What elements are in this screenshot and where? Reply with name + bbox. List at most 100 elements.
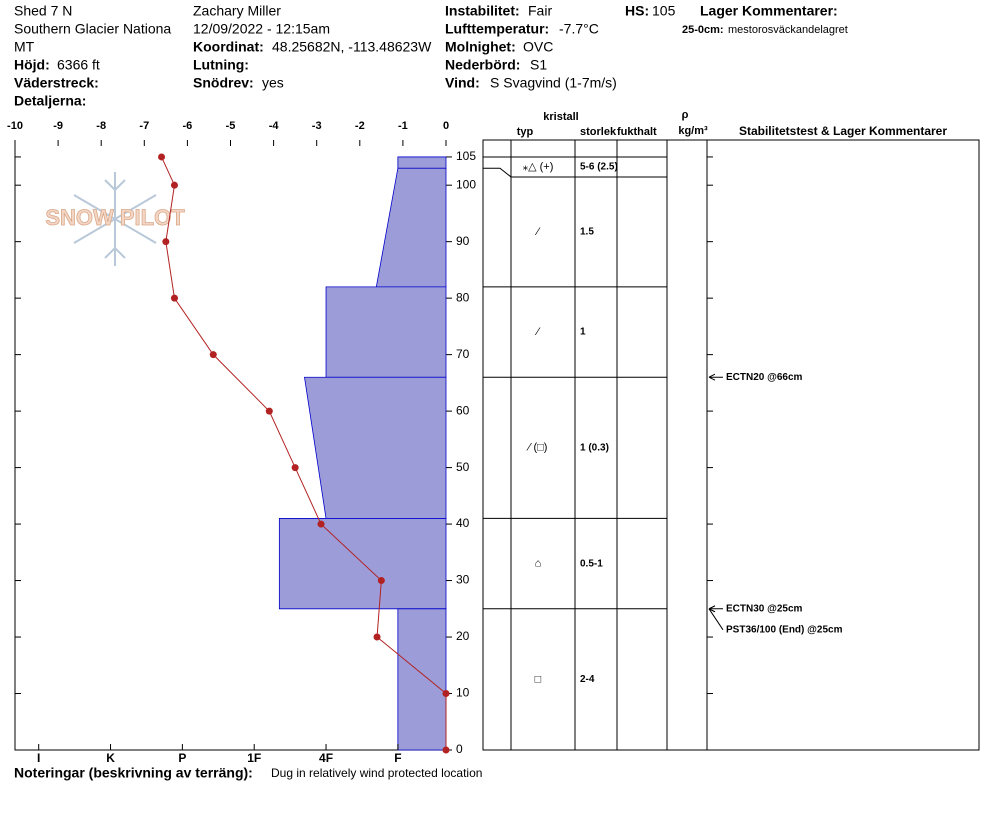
field-label: Nederbörd: <box>445 57 520 73</box>
layer-comment: mestorosväckandelagret <box>728 24 848 36</box>
y-tick-label: 100 <box>456 177 476 191</box>
test-label: ECTN30 @25cm <box>726 603 803 614</box>
header-size: storlek <box>580 126 617 138</box>
logo-text: SNOW PILOT <box>45 205 185 230</box>
hardness-bar <box>397 156 447 169</box>
field-label: Väderstreck: <box>14 75 99 91</box>
y-tick-label: 70 <box>456 347 470 361</box>
field-label: Lufttemperatur: <box>445 21 549 37</box>
location: MT <box>14 39 35 55</box>
y-tick-label: 80 <box>456 290 470 304</box>
temperature-point <box>317 520 325 528</box>
temperature-point <box>442 746 450 754</box>
x-tick-label: -6 <box>183 120 193 132</box>
notes-label: Noteringar (beskrivning av terräng): <box>14 765 253 781</box>
field-label: Instabilitet: <box>445 3 520 19</box>
field-label: Koordinat: <box>193 39 264 55</box>
header-density: kg/m³ <box>678 125 708 137</box>
x-tick-label: 0 <box>443 120 449 132</box>
header-rho: ρ <box>682 109 689 121</box>
layer-connector <box>483 167 512 178</box>
field-label: HS: <box>625 3 649 19</box>
x-tick-label: -1 <box>398 120 408 132</box>
grain-size: 1.5 <box>580 227 594 238</box>
field-value: S Svagvind (1-7m/s) <box>490 75 617 91</box>
hardness-tick-label: P <box>178 751 186 765</box>
field-label: Molnighet: <box>445 39 516 55</box>
field-value: 48.25682N, -113.48623W <box>272 39 432 55</box>
logo-flake <box>73 172 157 266</box>
y-tick-label: 105 <box>456 149 476 163</box>
grain-size: 2-4 <box>580 674 595 685</box>
grain-type: ⌂ <box>535 558 542 570</box>
layer-comments-title: Lager Kommentarer: <box>700 3 838 19</box>
field-label: Detaljerna: <box>14 93 86 109</box>
hardness-tick-label: F <box>394 751 401 765</box>
x-tick-label: -10 <box>7 120 23 132</box>
notes: Dug in relatively wind protected locatio… <box>271 766 482 780</box>
hardness-bar <box>375 167 447 288</box>
y-tick-label: 90 <box>456 234 470 248</box>
hardness-bar <box>397 608 447 751</box>
hardness-bar <box>325 286 447 378</box>
field-value: OVC <box>523 39 553 55</box>
grain-type: ⁎△ (+) <box>523 161 554 173</box>
grain-size: 1 (0.3) <box>580 442 609 453</box>
field-value: 105 <box>652 3 676 19</box>
grain-type: ⁄ <box>534 326 541 338</box>
x-tick-label: -5 <box>226 120 236 132</box>
grain-type: ⁄ (□) <box>526 442 548 454</box>
field-label: Vind: <box>445 75 480 91</box>
x-tick-label: -9 <box>53 120 63 132</box>
datetime: 12/09/2022 - 12:15am <box>193 21 330 37</box>
field-label: Höjd: <box>14 57 50 73</box>
temperature-point <box>265 407 273 415</box>
location: Shed 7 N <box>14 3 72 19</box>
temperature-point <box>162 238 170 246</box>
grain-size: 5-6 (2.5) <box>580 162 618 173</box>
field-value: yes <box>262 75 284 91</box>
hardness-tick-label: 4F <box>319 751 333 765</box>
x-tick-label: -2 <box>355 120 365 132</box>
test-label: ECTN20 @66cm <box>726 372 803 383</box>
test-label: PST36/100 (End) @25cm <box>726 624 843 635</box>
grain-type: □ <box>535 673 542 685</box>
temperature-line <box>161 156 447 750</box>
temperature-point <box>377 577 385 585</box>
temperature-point <box>158 153 166 161</box>
x-tick-label: -3 <box>312 120 322 132</box>
grain-size: 1 <box>580 327 586 338</box>
field-value: S1 <box>530 57 547 73</box>
y-tick-label: 40 <box>456 516 470 530</box>
grain-size: 0.5-1 <box>580 558 603 569</box>
hardness-tick-label: 1F <box>247 751 261 765</box>
temperature-point <box>209 351 217 359</box>
header-comments: Stabilitetstest & Lager Kommentarer <box>739 124 947 138</box>
header-moisture: fukthalt <box>617 126 657 138</box>
y-tick-label: 60 <box>456 403 470 417</box>
field-value: 6366 ft <box>57 57 100 73</box>
x-tick-label: -8 <box>96 120 106 132</box>
y-tick-label: 50 <box>456 460 470 474</box>
hardness-tick-label: I <box>37 751 40 765</box>
temperature-point <box>170 294 178 302</box>
observer: Zachary Miller <box>193 3 281 19</box>
y-tick-label: 0 <box>456 742 463 756</box>
field-value: Fair <box>528 3 552 19</box>
layer-comment-label: 25-0cm: <box>682 24 724 36</box>
y-tick-label: 30 <box>456 573 470 587</box>
header-crystal: kristall <box>543 111 578 123</box>
hardness-tick-label: K <box>106 751 115 765</box>
frames <box>14 139 980 751</box>
temperature-point <box>170 181 178 189</box>
test-arrow <box>708 605 723 613</box>
grain-type: ⁄ <box>534 226 541 238</box>
field-label: Lutning: <box>193 57 249 73</box>
hardness-bar <box>304 376 447 519</box>
y-tick-label: 20 <box>456 629 470 643</box>
x-tick-label: -7 <box>139 120 149 132</box>
x-tick-label: -4 <box>269 120 280 132</box>
temperature-point <box>291 464 299 472</box>
